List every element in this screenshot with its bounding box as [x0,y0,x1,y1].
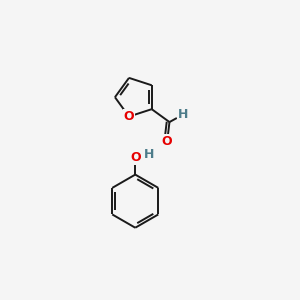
Text: H: H [178,108,188,121]
Text: O: O [124,110,134,123]
Text: O: O [162,135,172,148]
Text: H: H [144,148,154,161]
Text: O: O [130,152,141,164]
